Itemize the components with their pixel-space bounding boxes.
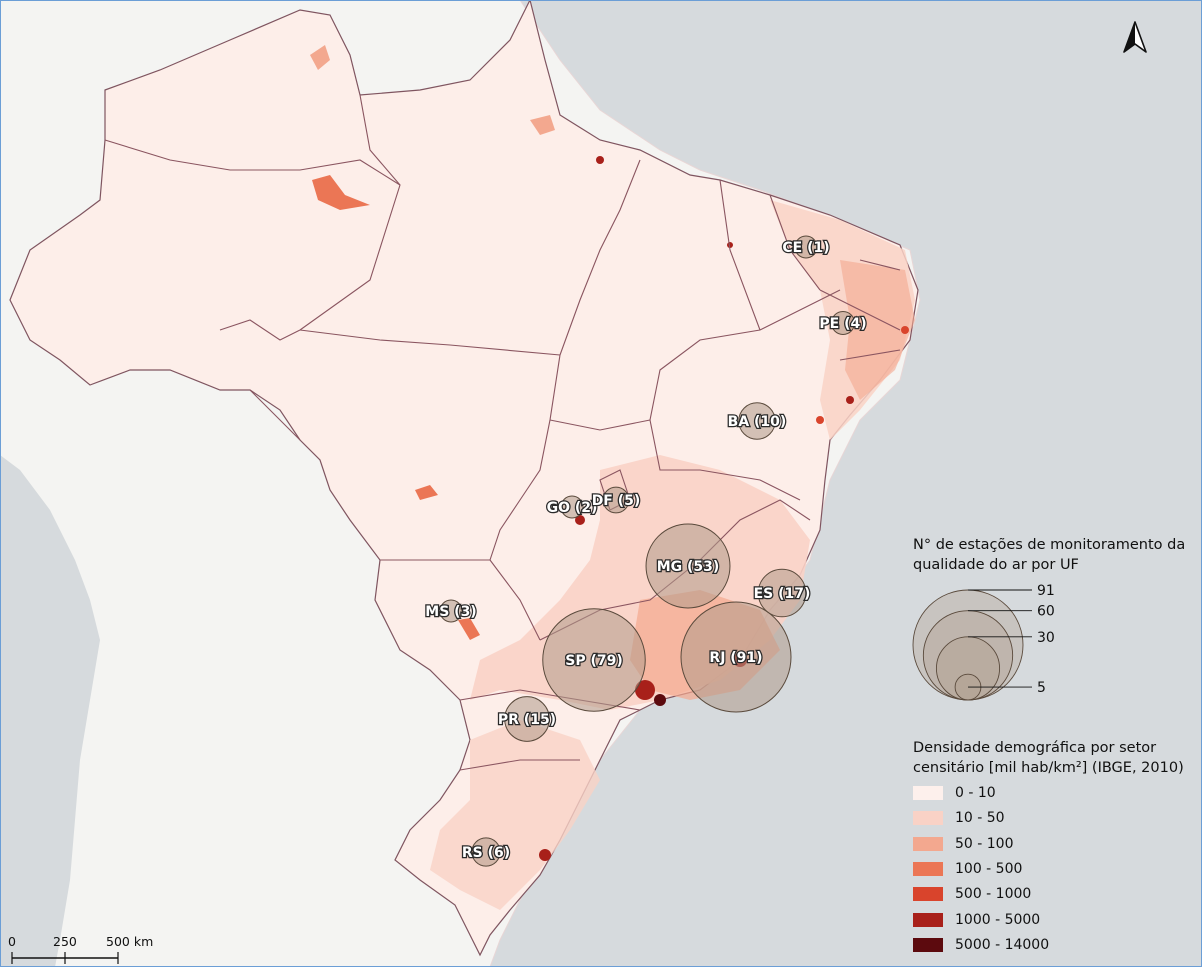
density-label: 50 - 100 — [955, 835, 1014, 852]
density-swatch — [913, 887, 943, 902]
pacific-ocean — [0, 455, 100, 967]
scale-tick-250: 250 — [53, 934, 77, 949]
density-legend-title: Densidade demográfica por setor censitár… — [913, 738, 1184, 778]
density-legend-item: 500 - 1000 — [913, 886, 1031, 902]
bubble-ba — [738, 402, 776, 440]
density-label: 5000 - 14000 — [955, 936, 1050, 953]
density-legend-title-line1: Densidade demográfica por setor — [913, 740, 1157, 756]
density-swatch — [913, 836, 943, 851]
density-legend-title-line2: censitário [mil hab/km²] (IBGE, 2010) — [913, 760, 1184, 776]
stations-legend-title-line1: N° de estações de monitoramento da — [913, 537, 1186, 553]
state-label-sp: SP (79) — [565, 653, 623, 669]
density-label: 1000 - 5000 — [955, 911, 1041, 928]
density-label: 100 - 500 — [955, 860, 1023, 877]
bubble-ce — [794, 235, 818, 259]
density-label: 0 - 10 — [955, 785, 996, 801]
bubble-rj — [680, 601, 792, 713]
size-legend-label-91: 91 — [1037, 583, 1055, 599]
state-label-rs: RS (6) — [462, 845, 510, 861]
station-labels: CE (1) PE (4) BA (10) GO (2)DF (5) MG (53) ES… — [424, 239, 868, 863]
state-label-pe: PE (4) — [819, 316, 866, 332]
density-swatch — [913, 912, 943, 927]
density-legend-item: 10 - 50 — [913, 810, 1005, 826]
scale-bar: 0 250 500 km — [0, 930, 200, 966]
state-label-df: DF (5) — [592, 493, 641, 509]
station-bubbles — [439, 235, 856, 867]
density-legend-item: 100 - 500 — [913, 861, 1022, 877]
size-legend-label-30: 30 — [1037, 630, 1055, 646]
bubble-rs — [471, 837, 501, 867]
bubble-mg — [645, 523, 731, 609]
density-label: 10 - 50 — [955, 810, 1005, 827]
bubble-df — [602, 486, 630, 514]
north-arrow-icon — [1123, 21, 1147, 53]
state-borders — [104, 94, 901, 771]
size-legend-label-5: 5 — [1037, 680, 1046, 696]
scale-tick-0: 0 — [8, 934, 16, 949]
station-size-legend: 91 60 30 5 — [912, 583, 1055, 701]
state-label-pr: PR (15) — [498, 712, 556, 728]
stations-legend-title: N° de estações de monitoramento da quali… — [913, 535, 1185, 575]
size-legend-label-60: 60 — [1037, 604, 1055, 620]
density-legend-item: 0 - 10 — [913, 785, 996, 801]
density-swatch — [913, 937, 943, 952]
bubble-es — [757, 568, 807, 618]
density-legend-item: 5000 - 14000 — [913, 937, 1049, 953]
state-label-go: GO (2) — [547, 500, 598, 516]
state-label-mg: MG (53) — [657, 559, 720, 575]
bubble-sp — [542, 608, 646, 712]
density-legend-item: 50 - 100 — [913, 836, 1014, 852]
state-label-es: ES (17) — [754, 586, 811, 602]
bubble-go — [560, 495, 584, 519]
density-swatch — [913, 786, 943, 800]
state-label-ms: MS (3) — [425, 604, 476, 620]
density-legend-item: 1000 - 5000 — [913, 912, 1040, 928]
scale-tick-500: 500 km — [106, 934, 154, 949]
density-swatch — [913, 861, 943, 876]
density-label: 500 - 1000 — [955, 886, 1032, 903]
bubble-pe — [830, 310, 856, 336]
bubble-ms — [439, 599, 463, 623]
stations-legend-title-line2: qualidade do ar por UF — [913, 557, 1079, 573]
state-label-ce: CE (1) — [782, 240, 829, 256]
bubble-pr — [504, 696, 550, 742]
density-swatch — [913, 811, 943, 826]
state-label-ba: BA (10) — [728, 414, 787, 430]
state-label-rj: RJ (91) — [709, 650, 762, 666]
